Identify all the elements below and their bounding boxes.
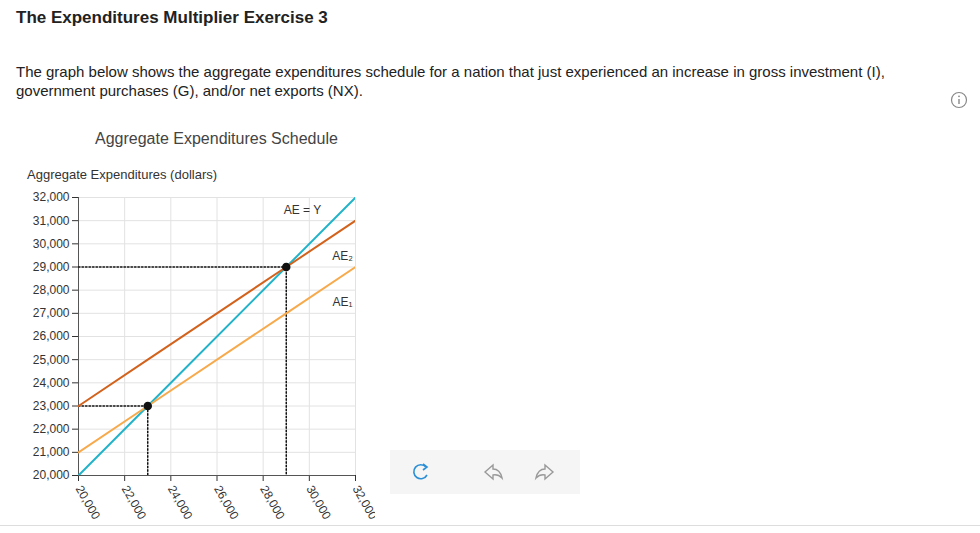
svg-text:26,000: 26,000 <box>211 483 242 522</box>
svg-text:32,000: 32,000 <box>33 190 70 204</box>
svg-text:AE₂: AE₂ <box>332 249 353 263</box>
svg-text:24,000: 24,000 <box>33 376 70 390</box>
svg-text:22,000: 22,000 <box>119 483 150 522</box>
svg-text:28,000: 28,000 <box>257 483 288 522</box>
svg-text:22,000: 22,000 <box>33 422 70 436</box>
svg-text:25,000: 25,000 <box>33 353 70 367</box>
svg-text:20,000: 20,000 <box>73 483 104 522</box>
svg-text:24,000: 24,000 <box>165 483 196 522</box>
svg-text:AE₁: AE₁ <box>332 295 352 309</box>
svg-text:26,000: 26,000 <box>33 329 70 343</box>
html-text:The graph below shows the aggr: The graph below shows the aggregate expe… <box>16 63 885 99</box>
svg-text:23,000: 23,000 <box>33 399 70 413</box>
svg-text:29,000: 29,000 <box>33 260 70 274</box>
svg-text:20,000: 20,000 <box>33 468 70 482</box>
svg-text:21,000: 21,000 <box>33 445 70 459</box>
svg-text:30,000: 30,000 <box>33 237 70 251</box>
html-text:The Expenditures Multiplier Ex: The Expenditures Multiplier Exercise 3 <box>16 8 328 27</box>
svg-text:AE = Y: AE = Y <box>284 203 321 217</box>
svg-text:30,000: 30,000 <box>303 483 334 522</box>
html-text:Aggregate Expenditures Schedul: Aggregate Expenditures Schedule <box>95 130 338 147</box>
svg-text:32,000: 32,000 <box>350 483 375 522</box>
svg-text:27,000: 27,000 <box>33 306 70 320</box>
svg-text:31,000: 31,000 <box>33 214 70 228</box>
html-text:Aggregate Expenditures (dollar: Aggregate Expenditures (dollars) <box>27 167 218 182</box>
svg-text:28,000: 28,000 <box>33 283 70 297</box>
